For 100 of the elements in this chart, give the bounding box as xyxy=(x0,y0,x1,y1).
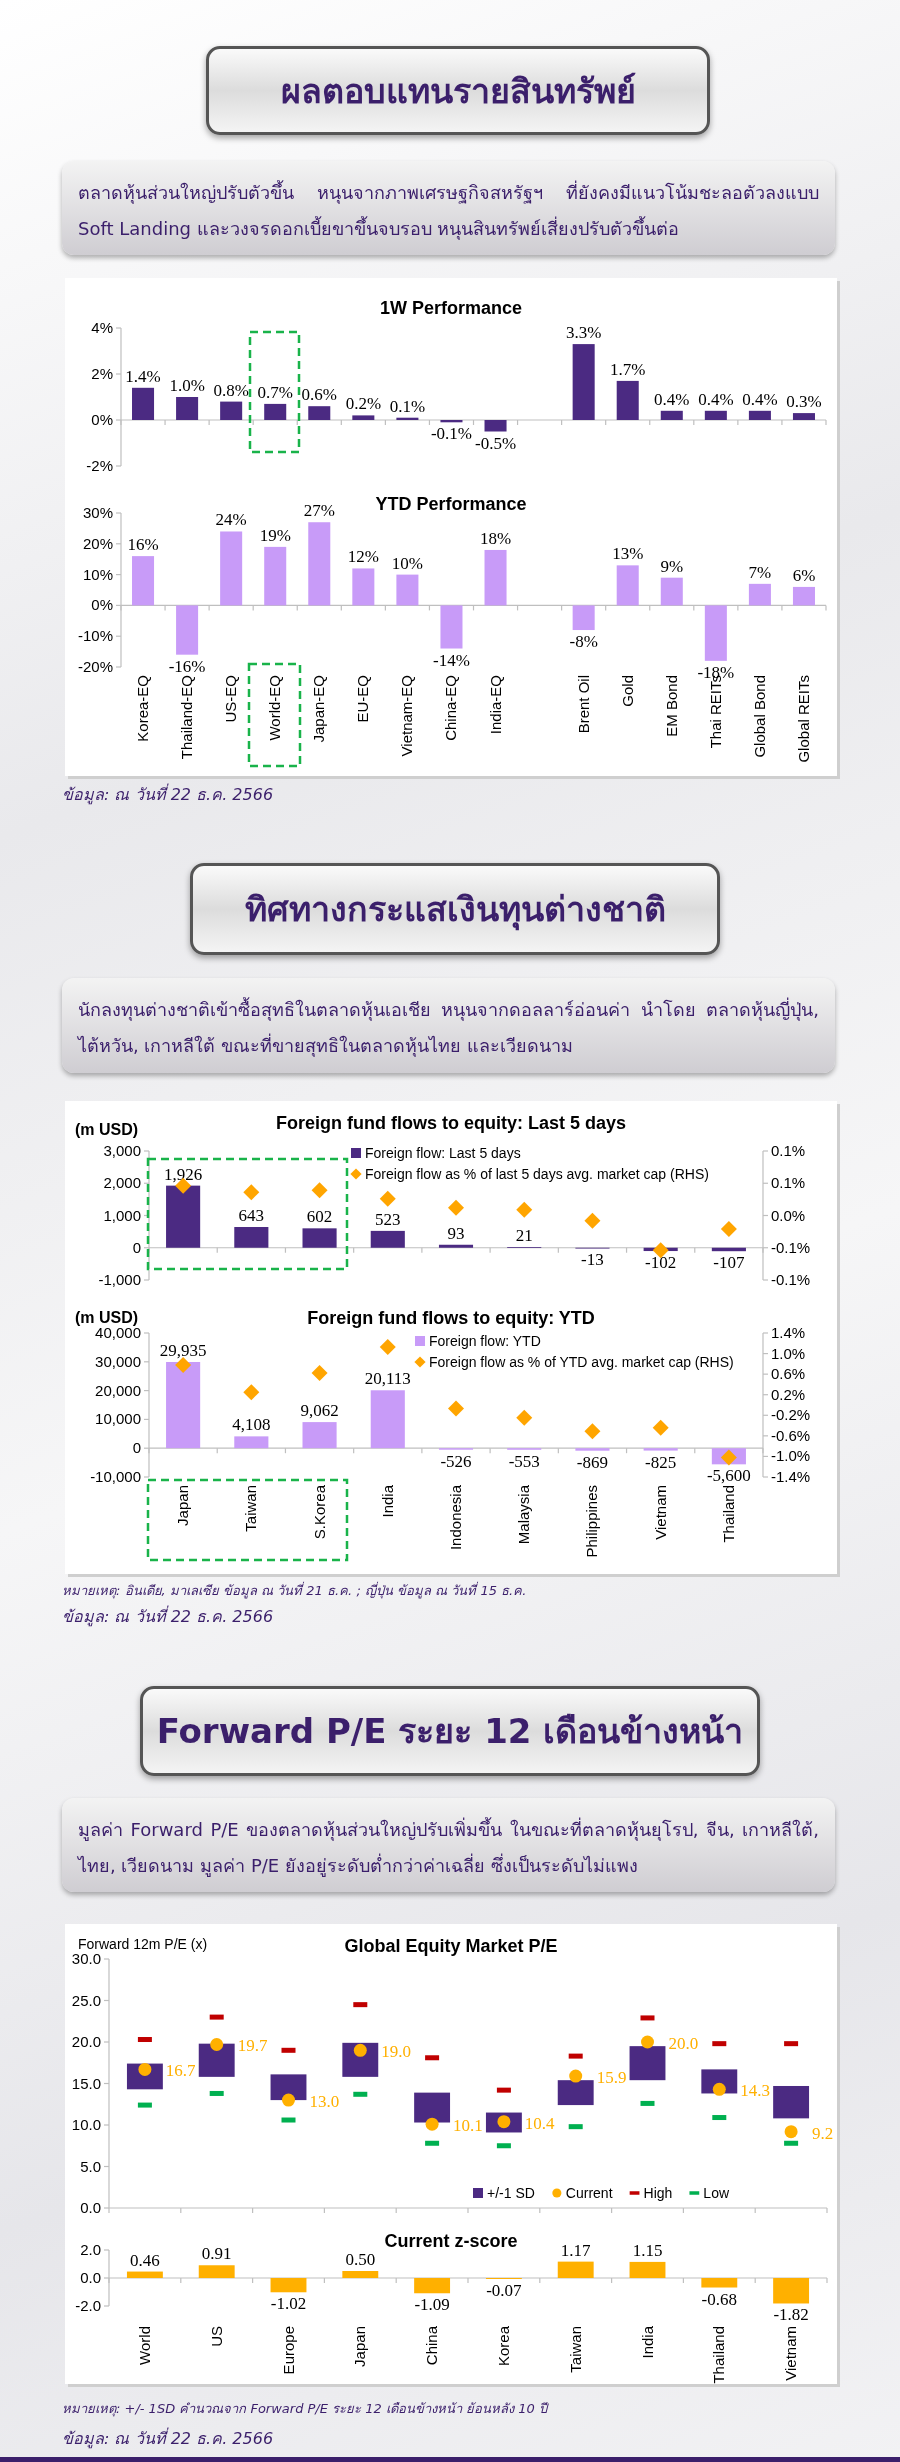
bar xyxy=(264,546,287,606)
x-tick-label: US-EQ xyxy=(222,675,240,723)
y-tick-label: 0.0 xyxy=(80,2199,101,2216)
y-tick-label: 0% xyxy=(91,596,113,614)
x-tick-label: World-EQ xyxy=(266,675,284,741)
bar xyxy=(629,2046,666,2081)
bar xyxy=(308,522,331,606)
y-tick-label: 30,000 xyxy=(95,1352,141,1370)
bar xyxy=(660,410,683,420)
data-label: -0.68 xyxy=(701,2289,738,2309)
point xyxy=(379,1338,396,1355)
y-tick-label: -10% xyxy=(77,627,113,645)
bar xyxy=(748,410,771,420)
bar xyxy=(792,586,815,606)
bar xyxy=(370,1390,405,1449)
y-tick-label: 10% xyxy=(82,565,113,583)
data-label: -553 xyxy=(508,1451,540,1471)
data-label: 29,935 xyxy=(159,1340,207,1360)
x-tick-label: World xyxy=(135,2326,153,2365)
legend-label: High xyxy=(643,2185,673,2201)
data-label: -526 xyxy=(440,1451,472,1471)
y-tick-label: 2,000 xyxy=(103,1174,141,1192)
bar xyxy=(616,565,639,606)
text: หมายเหตุ: อินเดีย, มาเลเซีย ข้อมูล ณ วันที่ 21 ธ.ค. ; ญี่ปุ่น ข้อมูล ณ วันที่ 15 ธ.ค. xyxy=(62,1580,528,1601)
data-label: 0.1% xyxy=(389,396,426,416)
text: Forward P/E ระยะ 12 เดือนข้างหน้า xyxy=(140,1686,760,1776)
data-label: -0.5% xyxy=(474,433,517,453)
text: ผลตอบแทนรายสินทรัพย์ xyxy=(206,46,710,135)
chart-title: 1W Performance xyxy=(379,298,523,318)
data-label: 16.7 xyxy=(165,2061,197,2081)
bar xyxy=(643,1448,678,1451)
y-tick-label: 20% xyxy=(82,534,113,552)
y-tick-label: -2% xyxy=(86,457,113,474)
y-tick-label: 20,000 xyxy=(95,1381,141,1399)
data-label: -102 xyxy=(645,1253,677,1273)
data-label: 602 xyxy=(306,1207,333,1227)
bar xyxy=(176,605,199,655)
data-label: 1,926 xyxy=(163,1164,203,1184)
x-tick-label: Global Bond xyxy=(750,675,768,758)
y2-tick-label: 1.0% xyxy=(771,1344,806,1362)
data-label: 27% xyxy=(303,501,335,521)
bar xyxy=(308,406,331,420)
legend-label: Current xyxy=(565,2185,613,2201)
x-tick-label: Japan xyxy=(351,2326,369,2367)
data-label: 93 xyxy=(447,1223,465,1243)
y-tick-label: -1,000 xyxy=(98,1271,141,1288)
legend-label: Low xyxy=(703,2185,730,2201)
point xyxy=(425,2117,439,2131)
text: ข้อมูล: ณ วันที่ 22 ธ.ค. 2566 xyxy=(62,782,275,807)
data-label: 20,113 xyxy=(364,1369,411,1389)
data-label: -13 xyxy=(581,1250,604,1270)
y-tick-label: 10,000 xyxy=(95,1410,141,1428)
bar xyxy=(438,1244,474,1248)
data-label: 0.8% xyxy=(213,380,249,400)
y2-tick-label: 0.2% xyxy=(771,1385,806,1403)
x-tick-label: Thailand xyxy=(719,1485,737,1543)
y-axis-title: Forward 12m P/E (x) xyxy=(78,1936,208,1952)
y-tick-label: 1,000 xyxy=(103,1206,141,1224)
bar xyxy=(414,2092,451,2123)
data-label: 9,062 xyxy=(300,1401,339,1421)
chart-title: YTD Performance xyxy=(375,494,527,514)
y-tick-label: 2.0 xyxy=(80,2241,101,2258)
bar xyxy=(132,387,155,420)
data-label: 4,108 xyxy=(232,1415,271,1435)
data-label: -16% xyxy=(168,656,206,676)
x-tick-label: Brent Oil xyxy=(574,675,592,734)
data-label: 0.91 xyxy=(201,2244,232,2264)
text: ข้อมูล: ณ วันที่ 22 ธ.ค. 2566 xyxy=(62,1604,275,1629)
x-tick-label: Vietnam xyxy=(651,1485,669,1540)
point xyxy=(784,2125,798,2139)
point xyxy=(641,2035,654,2049)
data-label: -0.1% xyxy=(430,424,473,444)
chart-title: Current z-score xyxy=(384,2231,518,2251)
y-tick-label: 10.0 xyxy=(71,2116,101,2133)
data-label: 24% xyxy=(215,510,247,530)
bar xyxy=(302,1422,337,1449)
data-label: -1.82 xyxy=(773,2305,809,2325)
x-tick-label: US xyxy=(207,2326,225,2347)
bar xyxy=(629,2261,666,2278)
bar xyxy=(484,549,507,606)
bar xyxy=(352,568,375,606)
bar xyxy=(616,380,639,420)
legend-label: Foreign flow as % of YTD avg. market cap (RHS) xyxy=(429,1354,734,1370)
x-tick-label: Indonesia xyxy=(447,1484,464,1551)
y2-tick-label: 0.6% xyxy=(771,1365,806,1383)
y-tick-label: 0.0 xyxy=(80,2269,101,2286)
data-label: -1.09 xyxy=(414,2295,450,2315)
bar xyxy=(792,413,815,420)
x-tick-label: Philippines xyxy=(583,1485,601,1558)
bar xyxy=(220,401,243,420)
x-tick-label: Gold xyxy=(618,675,636,707)
x-tick-label: Korea xyxy=(494,2325,512,2367)
y2-tick-label: -0.2% xyxy=(771,1406,811,1424)
data-label: 1.7% xyxy=(610,359,646,379)
data-label: 21 xyxy=(515,1226,533,1246)
bar xyxy=(557,2261,594,2278)
data-label: 0.4% xyxy=(698,389,734,409)
bar xyxy=(484,420,507,432)
data-label: -5,600 xyxy=(706,1466,751,1486)
data-label: -0.07 xyxy=(486,2280,523,2300)
